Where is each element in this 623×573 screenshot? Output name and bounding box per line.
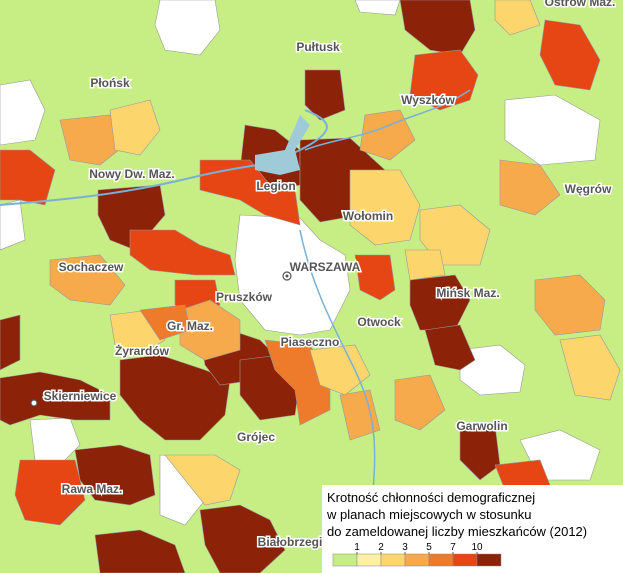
region xyxy=(129,229,236,276)
reservoir xyxy=(255,115,310,175)
region xyxy=(164,454,241,506)
place-label: Żyrardów xyxy=(115,343,170,358)
place-label: Grójec xyxy=(237,430,275,444)
region xyxy=(109,99,161,156)
place-label: Otwock xyxy=(357,315,401,329)
place-label: Pułtusk xyxy=(296,40,340,54)
place-label: Wołomin xyxy=(343,209,393,223)
region xyxy=(534,274,606,336)
legend-tick-label: 7 xyxy=(450,542,456,553)
region xyxy=(74,444,156,506)
region xyxy=(234,214,351,336)
place-label: Skierniewice xyxy=(44,389,117,403)
legend-swatch xyxy=(404,553,430,567)
region xyxy=(0,314,21,371)
region xyxy=(354,0,401,16)
region xyxy=(404,249,446,281)
place-label: Pruszków xyxy=(216,290,273,304)
region xyxy=(424,324,476,371)
legend-tick-label: 5 xyxy=(426,542,432,553)
legend-tick-label: 3 xyxy=(402,542,408,553)
region xyxy=(459,424,501,481)
place-label: Nowy Dw. Maz. xyxy=(89,167,175,181)
legend-tick-label: 1 xyxy=(354,542,360,553)
legend-swatch xyxy=(356,553,382,567)
places: Ostrów Maz. Pułtusk Płońsk Wyszków Nowy Dw. … xyxy=(30,0,617,551)
region xyxy=(559,334,621,401)
region xyxy=(394,374,446,431)
region xyxy=(49,254,126,306)
legend-tick-label: 10 xyxy=(471,542,483,553)
place-label: Ostrów Maz. xyxy=(545,0,616,9)
place-label: Garwolin xyxy=(456,419,507,433)
legend-title: do zameldowanej liczby mieszkańców (2012… xyxy=(327,524,587,539)
region xyxy=(504,94,601,166)
region xyxy=(94,529,186,573)
region xyxy=(459,344,526,396)
region xyxy=(309,344,371,396)
region xyxy=(354,254,396,301)
region xyxy=(349,169,421,246)
place-label: Rawa Maz. xyxy=(62,482,123,496)
legend-swatch xyxy=(380,553,406,567)
city-marker xyxy=(30,399,38,407)
region xyxy=(139,304,191,341)
city-marker xyxy=(285,274,289,278)
region xyxy=(154,0,221,56)
region xyxy=(179,299,241,361)
place-label: Wyszków xyxy=(401,93,455,107)
river xyxy=(304,89,471,151)
place-label: WARSZAWA xyxy=(290,260,361,274)
region xyxy=(494,0,541,36)
place-label: Legion xyxy=(256,179,295,193)
region xyxy=(339,389,381,441)
region xyxy=(0,79,46,146)
river xyxy=(0,109,328,206)
region xyxy=(199,504,286,573)
region xyxy=(359,109,416,161)
region xyxy=(0,149,56,206)
region xyxy=(0,199,26,251)
place-label: Piaseczno xyxy=(281,335,340,349)
legend-swatch xyxy=(476,553,502,567)
legend-swatch xyxy=(332,553,358,567)
place-label: Gr. Maz. xyxy=(167,319,213,333)
legend-title: w planach miejscowych w stosunku xyxy=(326,507,531,522)
legend-tick-label: 2 xyxy=(378,542,384,553)
legend-title: Krotność chłonności demograficznej xyxy=(327,490,535,505)
place-label: Białobrzegi xyxy=(258,535,323,549)
region xyxy=(499,159,561,216)
place-label: Płońsk xyxy=(90,76,130,90)
region xyxy=(59,114,126,166)
place-label: Węgrów xyxy=(565,182,612,196)
legend: Krotność chłonności demograficznej w plan… xyxy=(322,485,623,573)
region xyxy=(14,459,86,526)
place-label: Mińsk Maz. xyxy=(436,286,499,300)
region xyxy=(304,69,346,121)
region xyxy=(0,371,111,426)
region xyxy=(119,354,231,441)
place-label: Sochaczew xyxy=(59,260,124,274)
legend-swatch xyxy=(428,553,454,567)
legend-swatch xyxy=(452,553,478,567)
region xyxy=(539,19,601,91)
